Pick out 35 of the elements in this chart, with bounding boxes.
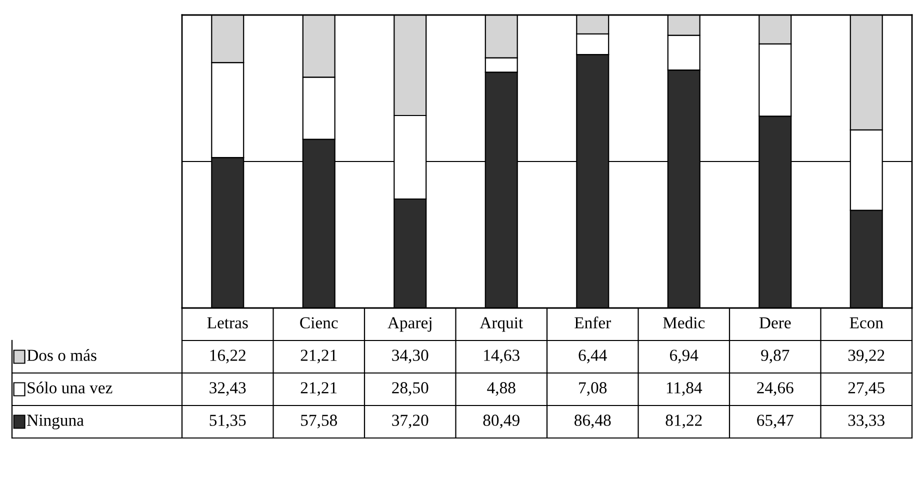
data-label: 65,47 [757, 414, 794, 428]
legend-label: Ninguna [27, 414, 84, 430]
data-label: 21,21 [300, 382, 337, 396]
x-tick-label: Arquit [480, 317, 524, 332]
data-label: 81,22 [666, 414, 702, 428]
data-label: 86,48 [574, 414, 611, 428]
legend-label: Dos o más [27, 349, 96, 361]
x-tick-label: Enfer [574, 316, 611, 328]
data-label: 80,49 [483, 414, 520, 428]
data-label: 33,33 [848, 414, 884, 428]
data-label: 37,20 [392, 414, 428, 428]
data-label: 28,50 [392, 382, 428, 396]
x-tick-label: Letras [207, 317, 248, 328]
data-label: 14,63 [484, 350, 520, 364]
data-label: 6,44 [578, 350, 607, 364]
data-label: 27,45 [848, 382, 884, 396]
data-label: 32,43 [210, 382, 246, 396]
data-label: 7,08 [579, 382, 607, 396]
legend-label: Sólo una vez [28, 382, 112, 394]
data-label: 34,30 [392, 350, 428, 364]
data-label: 57,58 [301, 414, 337, 428]
data-label: 4,88 [487, 382, 516, 396]
x-tick-label: Econ [850, 317, 884, 328]
x-tick-label: Medic [663, 316, 705, 328]
data-label: 51,35 [210, 414, 246, 428]
x-tick-label: Dere [759, 317, 791, 328]
data-label: 39,22 [848, 350, 884, 364]
data-label: 11,84 [666, 382, 702, 396]
x-tick-label: Aparej [388, 317, 432, 332]
data-label: 9,87 [761, 350, 790, 364]
data-label: 16,22 [210, 350, 246, 364]
data-label: 24,66 [757, 382, 794, 396]
data-label: 6,94 [670, 350, 698, 364]
x-tick-label: Cienc [300, 317, 338, 328]
data-label: 21,21 [300, 350, 337, 364]
